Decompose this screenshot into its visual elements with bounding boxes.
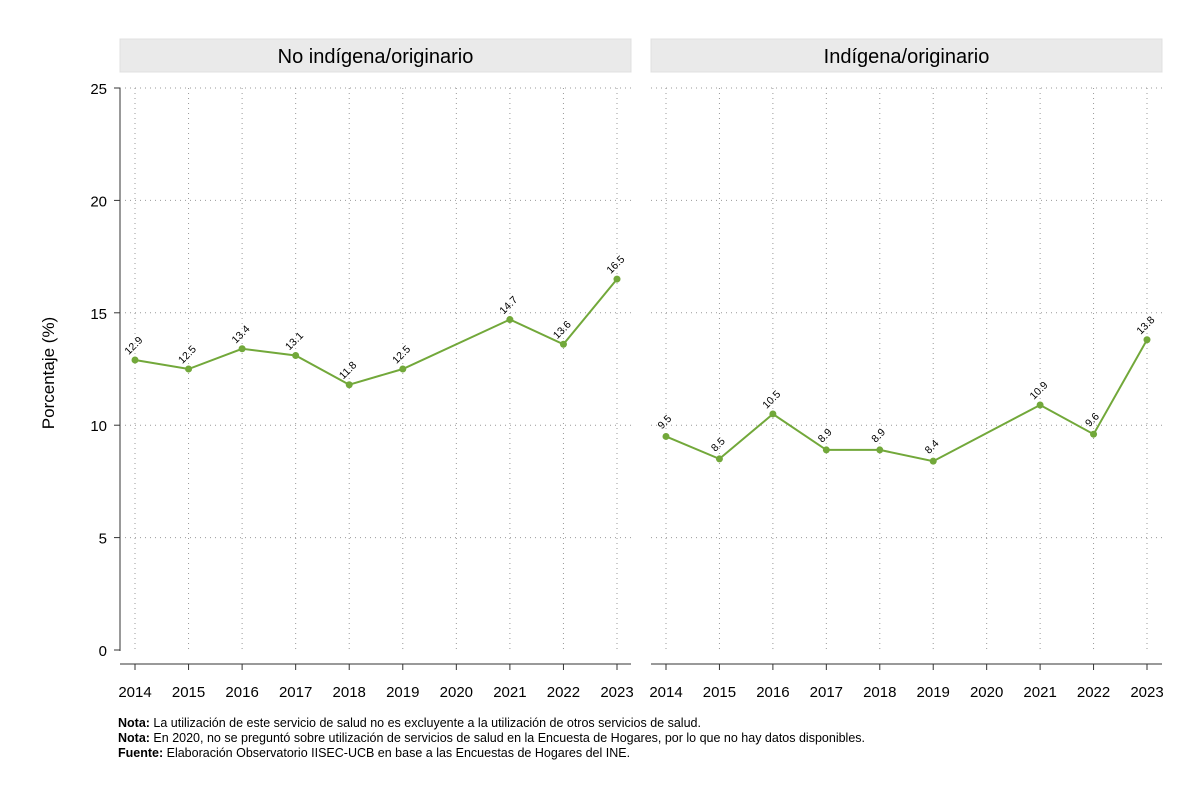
x-tick-label: 2014	[649, 684, 682, 701]
data-label: 8.5	[709, 435, 728, 454]
data-point	[399, 365, 407, 373]
x-tick-label: 2015	[703, 684, 736, 701]
x-tick-label: 2022	[547, 684, 580, 701]
y-tick-label: 0	[99, 643, 107, 660]
data-label: 11.8	[337, 359, 359, 381]
data-point	[662, 432, 670, 440]
x-tick-label: 2022	[1077, 684, 1110, 701]
y-axis-label: Porcentaje (%)	[39, 317, 58, 429]
data-label: 9.5	[655, 413, 674, 432]
x-tick-label: 2017	[279, 684, 312, 701]
x-tick-label: 2016	[756, 684, 789, 701]
data-point	[1143, 336, 1151, 344]
x-tick-label: 2014	[118, 684, 151, 701]
note-1: Nota: La utilización de este servicio de…	[118, 716, 701, 730]
data-point	[506, 316, 514, 324]
x-tick-label: 2023	[600, 684, 633, 701]
x-tick-label: 2015	[172, 684, 205, 701]
y-tick-label: 15	[90, 306, 107, 323]
y-tick-label: 25	[90, 81, 107, 98]
x-tick-label: 2018	[863, 684, 896, 701]
data-label: 13.1	[283, 330, 306, 353]
data-point	[292, 352, 300, 360]
data-point	[345, 381, 353, 389]
source-note: Fuente: Elaboración Observatorio IISEC-U…	[118, 746, 631, 760]
data-label: 13.4	[230, 323, 253, 346]
data-point	[238, 345, 246, 353]
data-label: 12.5	[390, 343, 413, 366]
x-tick-label: 2020	[970, 684, 1003, 701]
data-label: 16.5	[604, 253, 627, 276]
x-tick-label: 2018	[333, 684, 366, 701]
note-2: Nota: En 2020, no se preguntó sobre util…	[118, 731, 865, 745]
data-label: 13.8	[1134, 314, 1157, 337]
data-point	[131, 356, 139, 364]
data-label: 8.4	[923, 438, 942, 457]
data-label: 9.6	[1083, 411, 1102, 430]
panel-title-strip	[650, 38, 1163, 73]
x-tick-label: 2020	[440, 684, 473, 701]
data-point	[559, 340, 567, 348]
data-point	[715, 455, 723, 463]
notes: Nota: La utilización de este servicio de…	[118, 716, 865, 761]
y-tick-label: 10	[90, 418, 107, 435]
data-point	[185, 365, 193, 373]
data-label: 8.9	[869, 426, 888, 445]
data-point	[876, 446, 884, 454]
y-tick-label: 20	[90, 193, 107, 210]
series-line	[665, 339, 1148, 463]
panel-title-strip	[119, 38, 632, 73]
x-tick-label: 2019	[917, 684, 950, 701]
y-tick-label: 5	[99, 531, 107, 548]
data-label: 10.9	[1028, 379, 1051, 402]
data-point	[822, 446, 830, 454]
panel-title: No indígena/originario	[278, 46, 474, 68]
data-label: 12.5	[176, 343, 199, 366]
data-label: 10.5	[760, 388, 783, 411]
data-label: 12.9	[122, 334, 145, 357]
panel-title: Indígena/originario	[824, 46, 990, 68]
data-label: 8.9	[816, 426, 835, 445]
x-tick-label: 2021	[493, 684, 526, 701]
x-tick-label: 2021	[1023, 684, 1056, 701]
x-tick-label: 2017	[810, 684, 843, 701]
data-point	[769, 410, 777, 418]
data-label: 14.7	[497, 294, 520, 317]
data-label: 13.6	[551, 319, 574, 342]
data-point	[613, 275, 621, 283]
data-point	[1090, 430, 1098, 438]
data-point	[1036, 401, 1044, 409]
data-point	[929, 457, 937, 465]
series-line	[134, 278, 618, 386]
x-tick-label: 2019	[386, 684, 419, 701]
x-tick-label: 2016	[225, 684, 258, 701]
x-tick-label: 2023	[1130, 684, 1163, 701]
